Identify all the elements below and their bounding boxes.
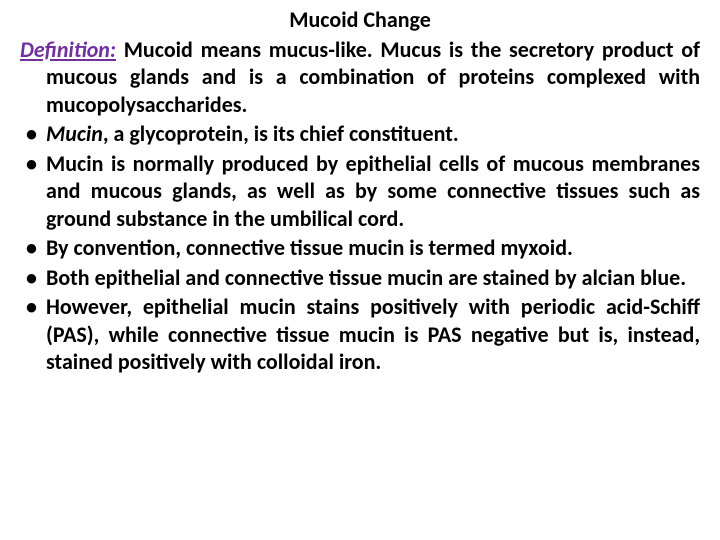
bullet-text: By convention, connective tissue mucin i… [46, 234, 573, 261]
bullet-item: Mucin, a glycoprotein, is its chief cons… [20, 120, 700, 148]
bullet-item: Mucin is normally produced by epithelial… [20, 150, 700, 233]
slide-title: Mucoid Change [20, 6, 700, 34]
bullet-list: Mucin, a glycoprotein, is its chief cons… [20, 120, 700, 376]
definition-block: Definition: Mucoid means mucus-like. Muc… [46, 36, 700, 119]
definition-label: Definition: [20, 36, 116, 63]
bullet-text: However, epithelial mucin stains positiv… [46, 293, 700, 375]
bullet-text: Mucin is normally produced by epithelial… [46, 150, 700, 232]
slide: Mucoid Change Definition: Mucoid means m… [0, 0, 720, 540]
bullet-item: However, epithelial mucin stains positiv… [20, 293, 700, 376]
bullet-text: Both epithelial and connective tissue mu… [46, 264, 686, 291]
bullet-text: , a glycoprotein, is its chief constitue… [103, 120, 459, 147]
bullet-item: By convention, connective tissue mucin i… [20, 234, 700, 262]
bullet-item: Both epithelial and connective tissue mu… [20, 264, 700, 292]
bullet-italic-lead: Mucin [46, 120, 103, 147]
definition-text: Mucoid means mucus-like. Mucus is the se… [46, 36, 700, 118]
